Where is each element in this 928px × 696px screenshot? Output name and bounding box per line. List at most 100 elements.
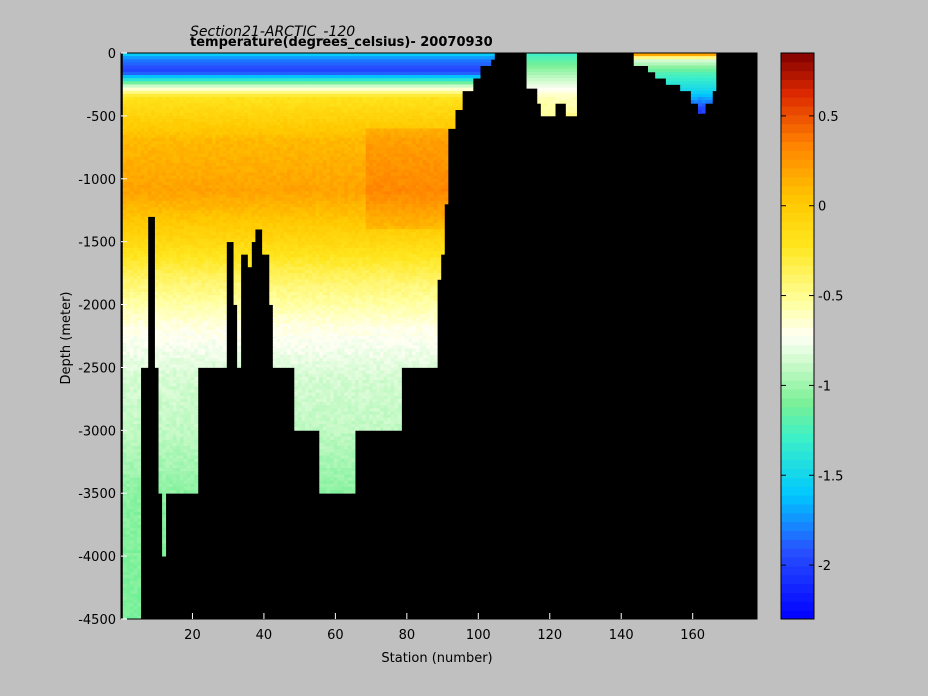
- heatmap-cell: [187, 172, 192, 177]
- heatmap-cell: [244, 106, 249, 110]
- heatmap-cell: [251, 188, 256, 192]
- heatmap-cell: [187, 442, 192, 447]
- heatmap-cell: [190, 81, 195, 85]
- heatmap-cell: [233, 225, 238, 230]
- heatmap-cell: [172, 112, 177, 117]
- heatmap-cell: [197, 276, 202, 280]
- heatmap-cell: [126, 188, 131, 192]
- heatmap-cell: [229, 125, 234, 129]
- heatmap-cell: [258, 119, 263, 123]
- heatmap-cell: [172, 323, 177, 327]
- heatmap-cell: [201, 260, 206, 265]
- heatmap-cell: [269, 269, 274, 274]
- heatmap-cell: [158, 439, 163, 444]
- heatmap-cell: [133, 197, 138, 202]
- heatmap-cell: [126, 471, 131, 475]
- heatmap-cell: [176, 169, 181, 173]
- heatmap-cell: [194, 238, 199, 243]
- heatmap-cell: [190, 137, 195, 142]
- heatmap-cell: [197, 216, 202, 221]
- heatmap-cell: [122, 310, 127, 315]
- heatmap-cell: [190, 219, 195, 224]
- heatmap-cell: [208, 53, 213, 57]
- heatmap-cell: [154, 153, 159, 158]
- heatmap-cell: [162, 181, 167, 186]
- heatmap-cell: [154, 301, 159, 305]
- heatmap-cell: [129, 496, 134, 500]
- heatmap-cell: [269, 175, 274, 180]
- heatmap-cell: [197, 125, 202, 129]
- heatmap-cell: [122, 471, 127, 475]
- heatmap-cell: [219, 100, 224, 104]
- heatmap-cell: [126, 115, 131, 120]
- heatmap-cell: [258, 97, 263, 101]
- heatmap-cell: [272, 364, 277, 368]
- heatmap-cell: [154, 56, 159, 60]
- heatmap-cell: [190, 115, 195, 120]
- heatmap-cell: [194, 370, 199, 375]
- heatmap-cell: [276, 304, 281, 309]
- heatmap-cell: [162, 93, 167, 98]
- heatmap-cell: [237, 65, 242, 70]
- heatmap-cell: [126, 596, 131, 601]
- heatmap-cell: [283, 100, 288, 104]
- heatmap-cell: [158, 361, 163, 365]
- heatmap-cell: [129, 430, 134, 434]
- heatmap-cell: [179, 436, 184, 441]
- heatmap-cell: [254, 197, 259, 202]
- heatmap-cell: [276, 203, 281, 208]
- heatmap-cell: [244, 87, 249, 92]
- heatmap-cell: [265, 213, 270, 217]
- heatmap-cell: [133, 210, 138, 214]
- heatmap-cell: [244, 147, 249, 151]
- heatmap-cell: [283, 188, 288, 192]
- heatmap-cell: [162, 128, 167, 133]
- heatmap-cell: [187, 279, 192, 283]
- heatmap-cell: [194, 134, 199, 139]
- heatmap-cell: [187, 59, 192, 63]
- heatmap-cell: [233, 188, 238, 192]
- heatmap-cell: [276, 191, 281, 195]
- heatmap-cell: [126, 269, 131, 274]
- heatmap-cell: [179, 119, 184, 123]
- heatmap-cell: [208, 295, 213, 299]
- heatmap-cell: [280, 185, 284, 189]
- heatmap-cell: [129, 81, 134, 85]
- heatmap-cell: [169, 342, 174, 346]
- heatmap-cell: [280, 210, 284, 214]
- heatmap-cell: [129, 584, 134, 588]
- heatmap-cell: [197, 210, 202, 214]
- heatmap-cell: [272, 260, 277, 265]
- heatmap-cell: [147, 62, 152, 66]
- heatmap-cell: [194, 71, 199, 76]
- heatmap-cell: [162, 175, 167, 180]
- heatmap-cell: [212, 244, 217, 249]
- heatmap-cell: [140, 342, 145, 346]
- heatmap-cell: [212, 351, 217, 356]
- heatmap-cell: [212, 361, 217, 365]
- heatmap-cell: [129, 395, 134, 400]
- heatmap-cell: [190, 446, 195, 450]
- heatmap-cell: [183, 298, 188, 302]
- heatmap-cell: [283, 71, 288, 76]
- heatmap-cell: [137, 427, 142, 431]
- heatmap-cell: [190, 247, 195, 252]
- heatmap-cell: [158, 194, 163, 199]
- heatmap-cell: [165, 383, 170, 387]
- heatmap-cell: [222, 241, 227, 246]
- heatmap-cell: [179, 141, 184, 145]
- heatmap-cell: [258, 219, 263, 224]
- heatmap-cell: [283, 358, 288, 362]
- heatmap-cell: [165, 380, 170, 384]
- heatmap-cell: [165, 100, 170, 104]
- heatmap-cell: [283, 191, 288, 195]
- heatmap-cell: [154, 254, 159, 258]
- heatmap-cell: [122, 87, 127, 92]
- heatmap-cell: [133, 78, 138, 82]
- heatmap-cell: [187, 254, 192, 258]
- heatmap-cell: [176, 166, 181, 170]
- heatmap-cell: [172, 471, 177, 475]
- heatmap-cell: [172, 483, 177, 488]
- heatmap-cell: [237, 285, 242, 290]
- heatmap-cell: [237, 361, 242, 365]
